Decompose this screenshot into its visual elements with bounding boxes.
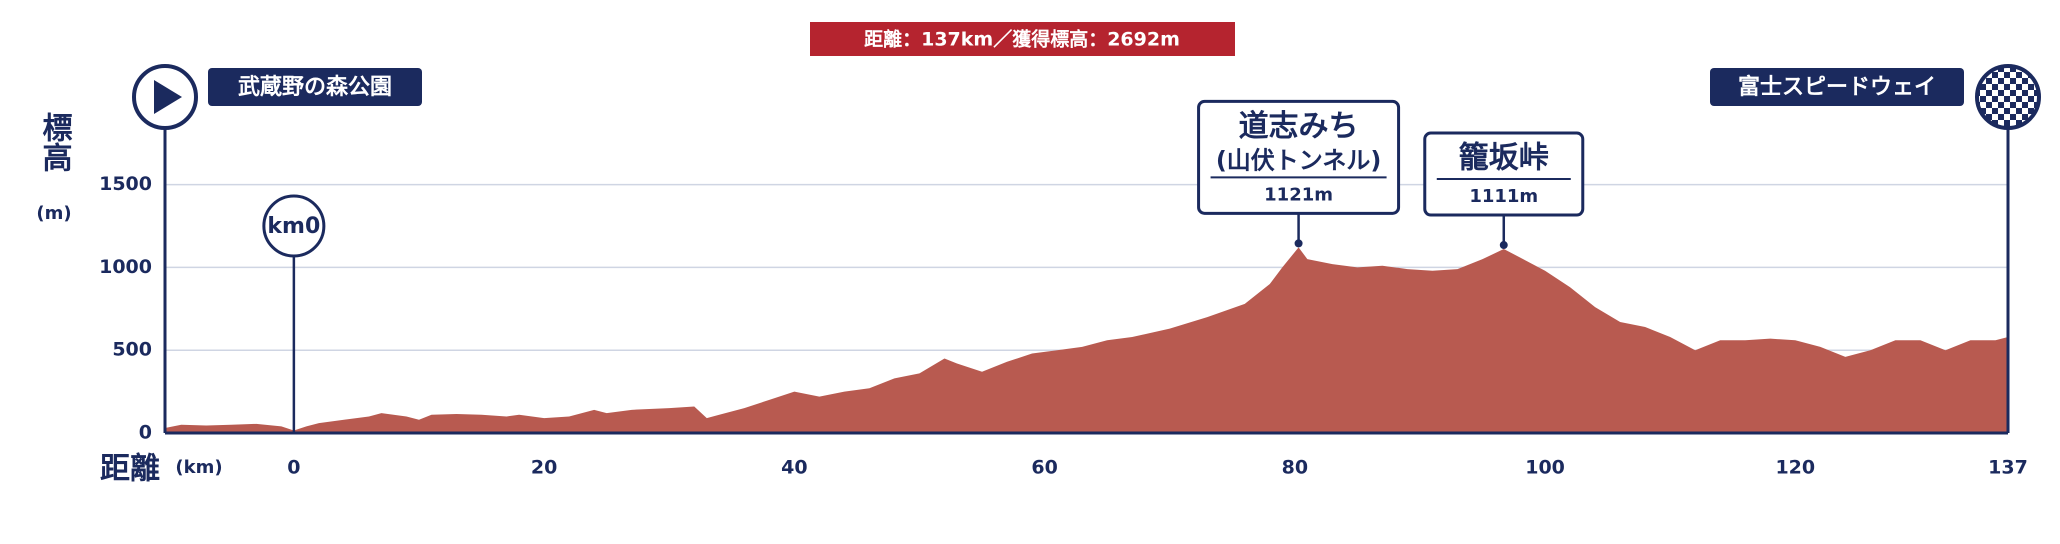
- y-axis-label: 標高: [37, 112, 73, 172]
- start-label-box: [208, 68, 422, 106]
- x-axis-unit: (km): [175, 457, 222, 478]
- y-tick-label: 1500: [99, 173, 152, 195]
- annotation-value: 1111m: [1469, 186, 1538, 207]
- annotation-name: 道志みち: [1239, 109, 1359, 144]
- start-label: 武蔵野の森公園: [238, 74, 392, 100]
- annotation-note: (山伏トンネル): [1216, 146, 1381, 174]
- start-triangle: [154, 80, 182, 114]
- annotation-dot: [1294, 239, 1303, 248]
- finish-label-box: [1710, 68, 1964, 106]
- finish-label: 富士スピードウェイ: [1738, 74, 1936, 100]
- chart-title: 距離：137km／獲得標高：2692m: [864, 28, 1180, 51]
- x-tick-label: 137: [1988, 457, 2028, 479]
- km0-circle: [262, 194, 326, 258]
- x-tick-label: 0: [287, 457, 300, 479]
- y-tick-label: 500: [112, 339, 152, 361]
- title-box: [810, 22, 1235, 56]
- x-tick-label: 120: [1775, 457, 1815, 479]
- x-tick-label: 60: [1031, 457, 1057, 479]
- y-tick-label: 0: [139, 422, 152, 444]
- annotation-box: [1423, 131, 1585, 217]
- y-tick-label: 1000: [99, 256, 152, 278]
- annotation-value: 1121m: [1264, 184, 1333, 205]
- annotation-box: [1197, 99, 1401, 215]
- km0-label: km0: [267, 214, 320, 239]
- x-tick-label: 80: [1282, 457, 1308, 479]
- elevation-area: [165, 247, 2008, 433]
- finish-icon: [1975, 64, 2041, 130]
- x-axis-label: 距離: [100, 452, 160, 487]
- y-axis-unit: (m): [36, 203, 71, 224]
- annotation-dot: [1499, 241, 1508, 250]
- annotation-name: 籠坂峠: [1459, 141, 1549, 176]
- x-tick-label: 20: [531, 457, 557, 479]
- x-tick-label: 100: [1525, 457, 1565, 479]
- x-tick-label: 40: [781, 457, 807, 479]
